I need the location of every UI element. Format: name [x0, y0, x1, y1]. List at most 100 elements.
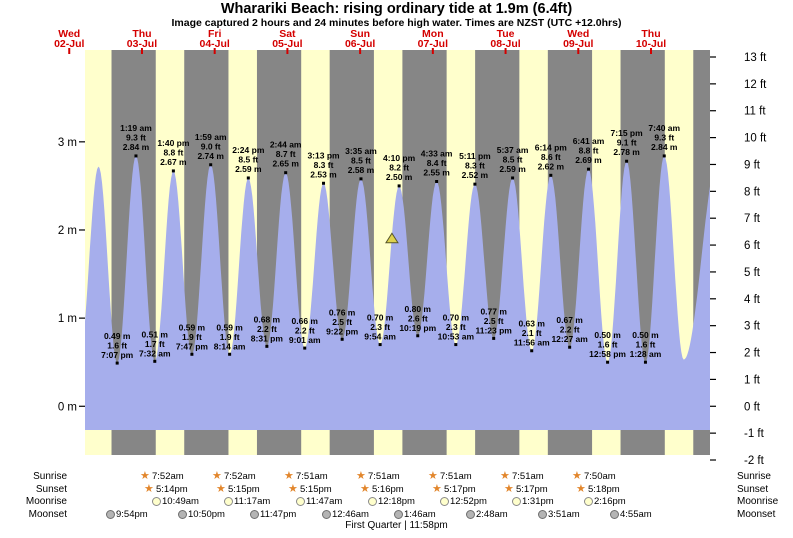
- y-axis-right-label: 10 ft: [744, 133, 767, 145]
- day-tick: [140, 48, 143, 54]
- high-tide-label-time: 5:11 pm: [459, 151, 491, 161]
- moonset-time: 10:50pm: [188, 508, 225, 520]
- high-tide-dot: [435, 179, 439, 183]
- day-label-date: 05-Jul: [272, 38, 302, 50]
- low-tide-label-ft: 2.3 ft: [370, 322, 390, 332]
- low-tide-label-ft: 1.9 ft: [182, 332, 202, 342]
- chart-title: Wharariki Beach: rising ordinary tide at…: [220, 1, 573, 17]
- high-tide-label-time: 3:13 pm: [307, 150, 340, 160]
- sunset-icon: ★: [216, 481, 226, 495]
- low-tide-label-time: 9:22 pm: [326, 326, 359, 336]
- low-tide-label-time: 9:01 am: [289, 335, 321, 345]
- day-label-weekday: Thu: [641, 28, 660, 40]
- high-tide-label-m: 2.59 m: [499, 164, 526, 174]
- sunset-time: 5:16pm: [372, 483, 404, 495]
- sunset-icon: ★: [432, 481, 442, 495]
- high-tide-label-ft: 8.6 ft: [541, 152, 561, 162]
- low-tide-label-ft: 1.9 ft: [220, 332, 240, 342]
- high-tide-label-time: 1:19 am: [120, 123, 152, 133]
- sunrise-icon: ★: [356, 469, 366, 482]
- low-tide-label-time: 9:54 am: [364, 332, 396, 342]
- y-axis-right-label: 3 ft: [744, 321, 761, 333]
- sunrise-time: 7:52am: [152, 471, 184, 482]
- moon-phase-note: First Quarter | 11:58pm: [345, 520, 448, 531]
- high-tide-label-m: 2.78 m: [613, 147, 640, 157]
- high-tide-label-m: 2.55 m: [423, 167, 450, 177]
- high-tide-label-time: 7:15 pm: [611, 128, 644, 138]
- day-tick: [431, 48, 434, 54]
- day-label-date: 10-Jul: [636, 38, 666, 50]
- high-tide-label-ft: 8.7 ft: [276, 149, 296, 159]
- y-axis-right-label: -1 ft: [744, 428, 765, 440]
- y-axis-right-label: 7 ft: [744, 213, 761, 225]
- y-axis-left-label: 3 m: [58, 137, 77, 149]
- moonrise-icon: [583, 497, 593, 506]
- day-label-date: 09-Jul: [563, 38, 593, 50]
- low-tide-label-m: 0.50 m: [632, 330, 659, 340]
- high-tide-dot: [662, 154, 666, 158]
- day-label-date: 06-Jul: [345, 38, 375, 50]
- low-tide-label-ft: 2.5 ft: [332, 317, 352, 327]
- high-tide-label-m: 2.74 m: [197, 151, 224, 161]
- sunset-time: 5:18pm: [588, 483, 620, 495]
- day-tick: [213, 48, 216, 54]
- moonrise-icon: [223, 497, 233, 506]
- low-tide-label-m: 0.59 m: [179, 322, 206, 332]
- high-tide-label-m: 2.65 m: [272, 159, 299, 169]
- y-axis-right-label: 11 ft: [744, 106, 766, 118]
- low-tide-label-m: 0.49 m: [104, 331, 131, 341]
- low-tide-dot: [340, 337, 344, 341]
- low-tide-label-ft: 1.6 ft: [636, 340, 656, 350]
- low-tide-label-m: 0.50 m: [594, 330, 621, 340]
- low-tide-label-time: 11:56 am: [514, 338, 550, 348]
- y-axis-right-label: 5 ft: [744, 267, 761, 279]
- moonrise-time: 11:17am: [234, 496, 271, 507]
- high-tide-label-m: 2.67 m: [160, 157, 187, 167]
- low-tide-label-ft: 1.7 ft: [145, 339, 165, 349]
- low-tide-dot: [115, 361, 119, 365]
- sunrise-icon: ★: [284, 469, 294, 482]
- low-tide-label-ft: 2.2 ft: [560, 325, 580, 335]
- low-tide-label-m: 0.70 m: [367, 313, 394, 323]
- y-axis-right-label: 6 ft: [744, 240, 761, 252]
- sunset-time: 5:17pm: [516, 483, 548, 495]
- high-tide-dot: [625, 159, 629, 163]
- moonrise-row-label-left: Moonrise: [25, 496, 67, 507]
- moonrise-icon: [511, 497, 521, 506]
- high-tide-label-m: 2.84 m: [651, 142, 678, 152]
- day-tick: [504, 48, 507, 54]
- low-tide-label-time: 11:23 pm: [475, 325, 512, 335]
- tide-area: [85, 155, 710, 430]
- sunrise-time: 7:52am: [224, 471, 256, 482]
- moonrise-time: 1:31pm: [522, 496, 554, 507]
- low-tide-dot: [568, 345, 572, 349]
- high-tide-dot: [134, 154, 138, 158]
- moonset-icon: [537, 509, 547, 519]
- sunset-icon: ★: [360, 481, 370, 495]
- high-tide-label-ft: 9.3 ft: [654, 132, 674, 142]
- sunrise-row-label-right: Sunrise: [737, 471, 771, 482]
- moonset-icon: [105, 509, 115, 519]
- sunrise-icon: ★: [572, 469, 582, 482]
- high-tide-label-ft: 8.4 ft: [427, 158, 447, 168]
- moonrise-icon: [439, 497, 449, 506]
- y-axis-right-label: -2 ft: [744, 455, 765, 467]
- low-tide-label-ft: 2.5 ft: [484, 316, 504, 326]
- high-tide-label-ft: 8.8 ft: [579, 146, 599, 156]
- sunset-time: 5:15pm: [228, 483, 260, 495]
- low-tide-dot: [530, 349, 534, 353]
- low-tide-label-ft: 1.6 ft: [598, 340, 618, 350]
- day-label-weekday: Sun: [350, 28, 370, 40]
- low-tide-label-time: 1:28 am: [630, 349, 662, 359]
- low-tide-dot: [303, 346, 307, 350]
- day-label-date: 07-Jul: [418, 38, 448, 50]
- low-tide-label-m: 0.67 m: [556, 315, 583, 325]
- low-tide-label-m: 0.59 m: [216, 322, 243, 332]
- high-tide-label-m: 2.69 m: [575, 155, 602, 165]
- y-axis-right-label: 12 ft: [744, 79, 767, 91]
- high-tide-label-time: 6:41 am: [573, 136, 605, 146]
- low-tide-label-time: 12:27 am: [551, 334, 588, 344]
- y-axis-right-label: 13 ft: [744, 52, 767, 64]
- moonrise-time: 2:16pm: [594, 496, 626, 507]
